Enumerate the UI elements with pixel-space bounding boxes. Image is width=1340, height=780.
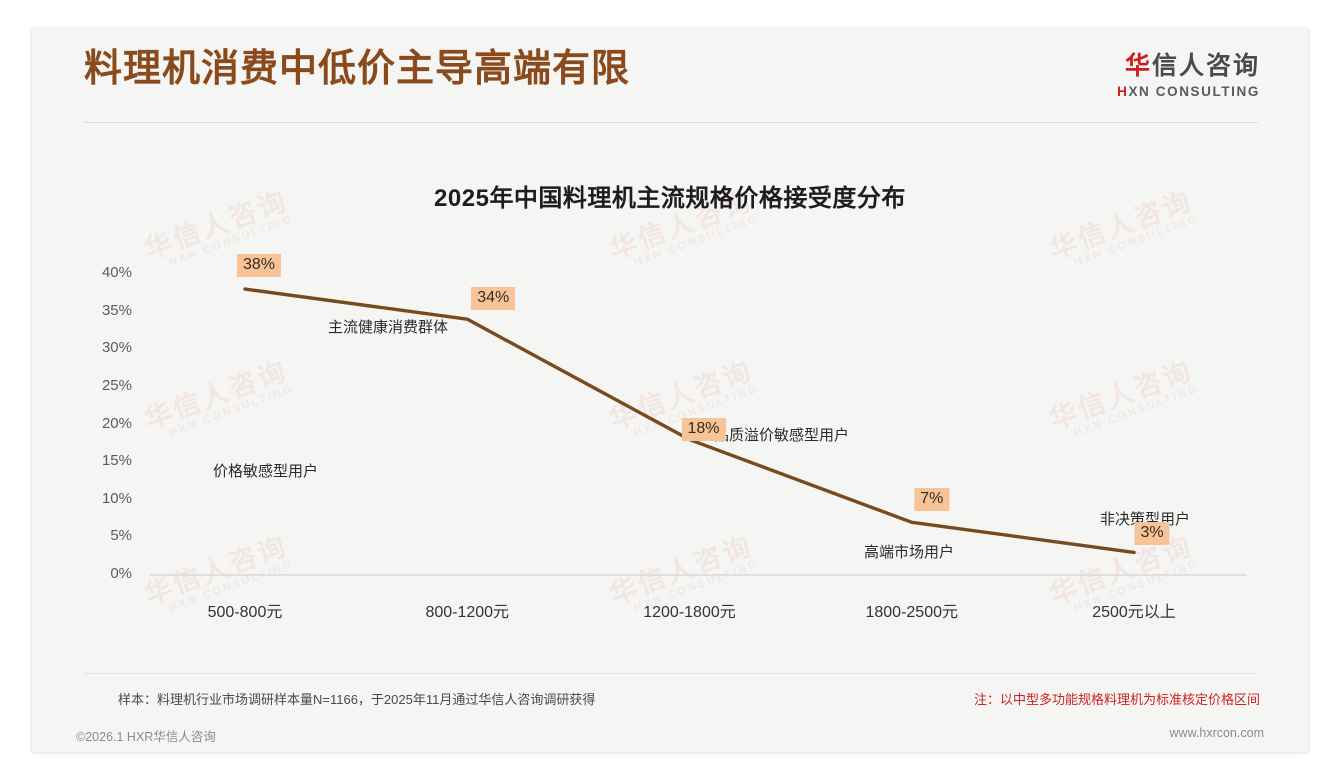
header-divider [84,122,1258,123]
chart-annotation-label: 品质溢价敏感型用户 [714,427,850,444]
page-title: 料理机消费中低价主导高端有限 [84,48,631,90]
chart-annotation-label: 主流健康消费群体 [328,319,449,336]
logo-cn-text: 华信人咨询 [1117,52,1260,81]
chart-plot-area: 0% 5% 10% 15% 20% 25% 30% 35% 40% 500-800元 800-12… [32,28,1308,752]
copyright-bar: ©2026.1 HXR华信人咨询 www.hxrcon.com [32,718,1308,752]
y-axis-tick-label: 35% [101,301,132,319]
logo-cn-rest: 信人咨询 [1151,52,1260,80]
data-value-label: 38% [236,254,282,278]
logo-en-rest: XN CONSULTING [1128,83,1260,99]
data-value-label: 34% [471,287,516,311]
y-axis-tick-label: 5% [110,527,132,545]
data-value-label: 18% [681,417,726,441]
y-axis-tick-label: 20% [101,414,132,432]
brand-logo: 华信人咨询 HXN CONSULTING [1117,52,1260,99]
chart-svg [150,287,1247,576]
x-axis-tick-label: 1800-2500元 [865,604,959,621]
x-axis-tick-label: 2500元以上 [1092,604,1176,621]
y-axis-tick-label: 0% [110,565,132,582]
copyright-text: ©2026.1 HXR华信人咨询 [76,730,216,744]
x-axis-tick-label: 800-1200元 [425,604,510,621]
x-axis-tick-label: 1200-1800元 [643,604,736,621]
footnote-method: 注：以中型多功能规格料理机为标准核定价格区间 [973,692,1260,707]
logo-en-highlight: H [1117,83,1129,99]
website-link[interactable]: www.hxrcon.com [1169,726,1264,740]
y-axis-tick-label: 10% [101,489,132,507]
logo-en-text: HXN CONSULTING [1117,84,1260,99]
y-axis-tick-label: 30% [101,339,132,357]
footer-divider [84,673,1258,674]
data-value-label: 7% [914,488,950,512]
y-axis-tick-label: 25% [101,376,132,394]
x-axis-tick-label: 500-800元 [207,604,283,621]
footnote-sample: 样本：料理机行业市场调研样本量N=1166，于2025年11月通过华信人咨询调研… [118,692,596,707]
y-axis-tick-label: 15% [101,452,132,470]
slide-card: 华信人咨询 HXN CONSULTING 华信人咨询 HXN CONSULTIN… [32,28,1308,752]
y-axis-tick-label: 40% [101,264,132,281]
chart-annotation-label: 高端市场用户 [864,544,955,561]
chart-annotation-label: 价格敏感型用户 [213,463,319,480]
logo-cn-highlight: 华 [1124,52,1152,80]
data-value-label: 3% [1134,522,1170,546]
chart-title: 2025年中国料理机主流规格价格接受度分布 [434,185,906,212]
slide-header: 料理机消费中低价主导高端有限 华信人咨询 HXN CONSULTING [32,28,1308,117]
